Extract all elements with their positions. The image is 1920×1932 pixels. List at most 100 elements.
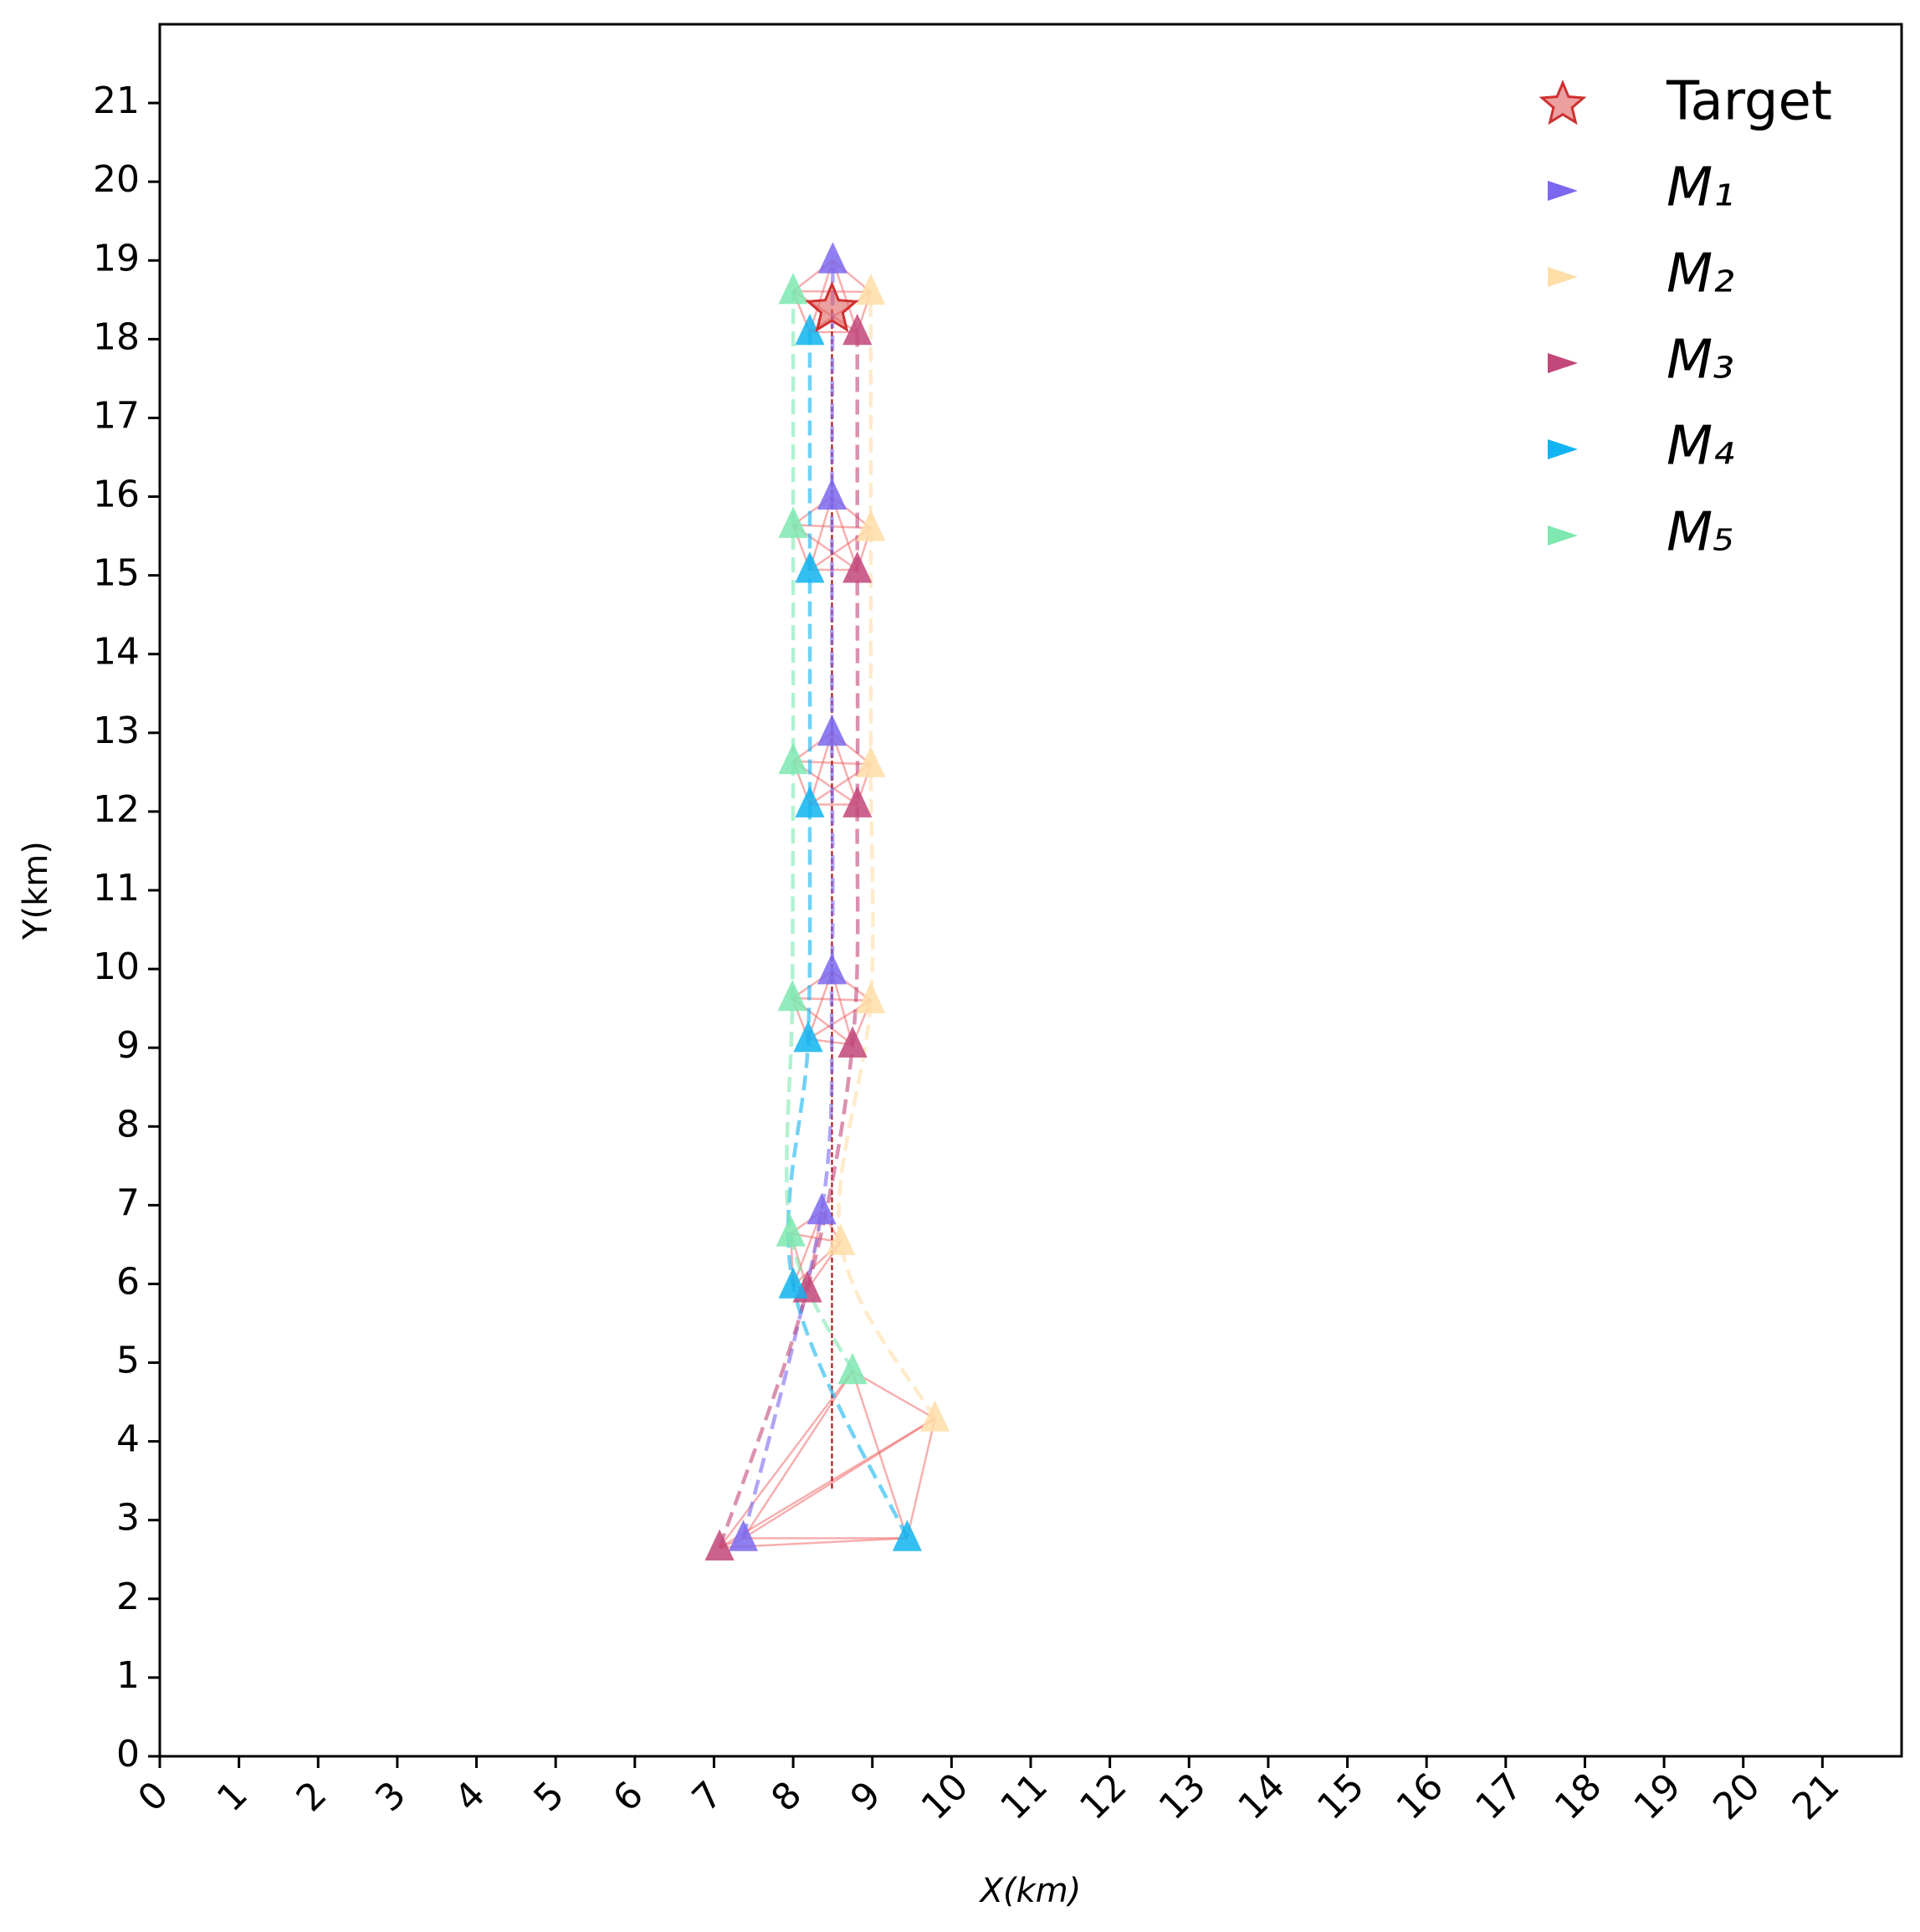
- x-tick-label: 6: [605, 1773, 652, 1820]
- legend-marker: [1548, 439, 1578, 459]
- y-tick-label: 11: [93, 867, 140, 910]
- y-tick-label: 15: [93, 552, 140, 595]
- legend-label: M₅: [1667, 502, 1734, 564]
- missile-marker: [778, 506, 808, 538]
- y-tick-label: 21: [93, 79, 140, 122]
- plot-frame: [158, 23, 1903, 1758]
- x-tick-label: 10: [914, 1765, 977, 1828]
- formation-line: [852, 1370, 936, 1420]
- x-tick-label: 4: [447, 1773, 494, 1820]
- legend: Target M₁ M₂ M₃ M₄ M₅: [1539, 71, 1832, 564]
- missile-marker: [892, 1519, 922, 1551]
- missile-marker: [919, 1400, 950, 1432]
- trajectory: [785, 290, 855, 1372]
- y-tick-label: 14: [93, 631, 140, 674]
- missile-marker: [778, 742, 808, 775]
- missile-marker: [842, 313, 873, 346]
- y-tick-label: 10: [93, 946, 140, 988]
- y-tick-label: 4: [116, 1418, 140, 1461]
- legend-label: M₂: [1667, 243, 1734, 305]
- y-tick-label: 16: [93, 474, 140, 516]
- trajectory: [837, 291, 937, 1420]
- missile-marker: [856, 510, 886, 541]
- y-tick-label: 17: [93, 394, 140, 437]
- legend-label: M₁: [1667, 157, 1734, 219]
- missile-marker: [837, 1352, 868, 1385]
- missile-marker: [817, 242, 848, 274]
- missile-marker: [842, 786, 873, 817]
- legend-marker: [1539, 79, 1587, 126]
- missile-marker: [826, 1223, 856, 1255]
- missile-marker: [837, 1026, 868, 1058]
- missile-marker: [817, 952, 847, 985]
- formation-line: [742, 1371, 854, 1540]
- x-tick-label: 5: [525, 1773, 572, 1820]
- trajectory: [786, 331, 909, 1540]
- missile-marker: [704, 1529, 735, 1561]
- y-tick-label: 0: [116, 1733, 140, 1776]
- missile-marker: [795, 313, 825, 346]
- x-tick-label: 9: [842, 1773, 889, 1820]
- y-tick-label: 18: [93, 315, 140, 358]
- y-tick-label: 3: [116, 1497, 140, 1540]
- x-tick-label: 3: [367, 1773, 414, 1820]
- missile-marker: [778, 272, 808, 305]
- y-tick-label: 1: [116, 1654, 140, 1697]
- y-tick-label: 13: [93, 710, 140, 752]
- y-tick-label: 5: [116, 1340, 140, 1382]
- missile-marker: [806, 1192, 837, 1225]
- legend-marker: [1548, 525, 1578, 546]
- missile-marker: [778, 1267, 808, 1299]
- target-marker: [805, 280, 859, 333]
- x-tick-label: 20: [1705, 1765, 1769, 1828]
- missile-marker: [817, 714, 847, 746]
- x-tick-label: 19: [1626, 1765, 1689, 1828]
- y-tick-label: 6: [116, 1260, 140, 1303]
- y-tick-label: 9: [116, 1024, 140, 1067]
- missile-marker: [795, 786, 825, 817]
- missile-marker: [856, 746, 886, 777]
- x-axis-label: X(km): [979, 1872, 1082, 1910]
- formation-line: [719, 1417, 936, 1549]
- x-tick-label: 1: [209, 1773, 256, 1820]
- missile-marker: [777, 979, 807, 1012]
- missile-marker: [856, 273, 886, 305]
- formation-line: [719, 1371, 854, 1549]
- x-tick-label: 11: [992, 1765, 1056, 1828]
- legend-label: M₄: [1667, 416, 1734, 478]
- formation-line: [851, 1371, 909, 1539]
- legend-marker: [1548, 181, 1578, 201]
- x-tick-label: 21: [1784, 1765, 1848, 1828]
- y-tick-label: 7: [116, 1181, 140, 1224]
- y-tick-label: 20: [93, 158, 140, 201]
- y-tick-label: 2: [116, 1576, 140, 1618]
- missile-marker: [817, 478, 847, 510]
- x-tick-label: 13: [1151, 1765, 1215, 1828]
- legend-marker: [1548, 353, 1578, 373]
- missile-marker: [842, 551, 873, 583]
- trajectory: [717, 331, 860, 1549]
- y-tick-label: 19: [93, 237, 140, 279]
- trajectory: [741, 260, 835, 1539]
- missile-marker: [795, 551, 825, 583]
- formation-line: [906, 1418, 936, 1539]
- x-tick-label: 12: [1072, 1765, 1135, 1828]
- x-tick-label: 18: [1547, 1765, 1610, 1828]
- y-tick-label: 8: [116, 1103, 140, 1145]
- missile-marker: [728, 1519, 759, 1551]
- x-tick-label: 0: [130, 1773, 177, 1820]
- x-tick-label: 8: [763, 1773, 810, 1820]
- x-tick-label: 16: [1389, 1765, 1452, 1828]
- missile-marker: [856, 981, 886, 1014]
- legend-label: Target: [1666, 71, 1832, 133]
- legend-marker: [1548, 267, 1578, 287]
- y-tick-label: 12: [93, 788, 140, 831]
- legend-label: M₃: [1667, 330, 1734, 392]
- x-tick-label: 14: [1230, 1765, 1293, 1828]
- y-axis-label: Y(km): [17, 841, 55, 940]
- x-tick-label: 7: [684, 1773, 731, 1820]
- missile-marker: [776, 1215, 806, 1247]
- x-tick-label: 17: [1467, 1765, 1531, 1828]
- x-tick-label: 15: [1309, 1765, 1373, 1828]
